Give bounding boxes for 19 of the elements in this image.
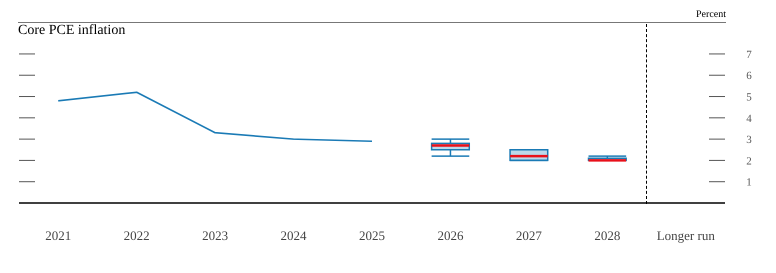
x-tick-label: 2026: [437, 228, 464, 244]
y-tick-label: 2: [746, 155, 752, 168]
line-series: [57, 91, 373, 142]
y-tick-label: 5: [746, 92, 752, 104]
y-tick-label: 3: [746, 134, 752, 146]
chart-title: Core PCE inflation: [18, 23, 126, 39]
x-tick-label: 2024: [280, 228, 308, 244]
x-tick-label: 2028: [594, 228, 620, 244]
x-tick-label: 2021: [45, 228, 72, 244]
x-tick-label: Longer run: [656, 228, 716, 244]
y-axis-title: Percent: [696, 9, 726, 20]
y-tick-label: 7: [746, 48, 752, 61]
y-tick-label: 1: [746, 176, 752, 189]
y-tick-label: 4: [746, 112, 752, 125]
x-tick-label: 2025: [359, 228, 385, 244]
x-tick-label: 2027: [516, 228, 542, 244]
x-tick-label: 2022: [124, 228, 150, 244]
x-tick-label: 2023: [202, 228, 228, 244]
y-tick-label: 6: [746, 70, 752, 82]
